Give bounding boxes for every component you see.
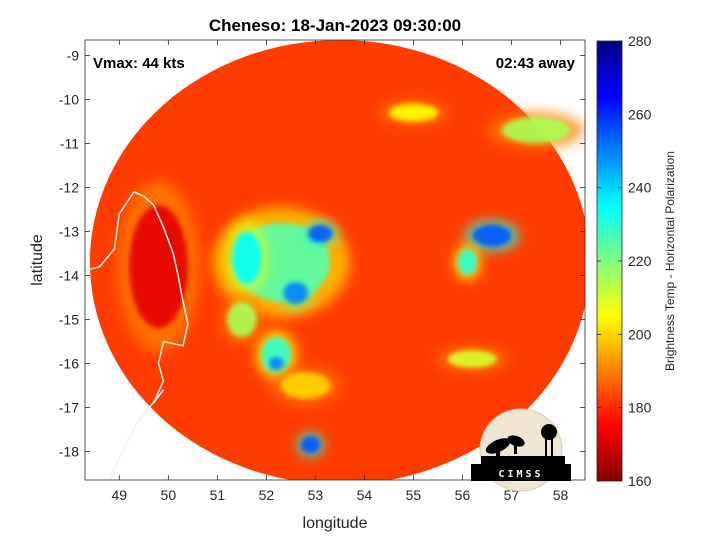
y-tick-label: -18	[59, 443, 79, 459]
time-offset-annotation: 02:43 away	[496, 55, 576, 72]
colorbar-tick-label: 280	[628, 33, 652, 49]
y-tick-label: -15	[59, 311, 79, 327]
colorbar-tick-label: 260	[628, 106, 652, 122]
vmax-annotation: Vmax: 44 kts	[93, 55, 185, 72]
x-tick-label: 49	[112, 487, 128, 503]
colorbar-label: Brightness Temp - Horizontal Polarizatio…	[663, 151, 677, 371]
colorbar	[596, 40, 623, 482]
y-axis-label: latitude	[29, 234, 46, 286]
colorbar-tick-label: 240	[628, 180, 652, 196]
feature-core-7	[472, 224, 512, 247]
feature-core-11	[388, 103, 438, 122]
x-tick-label: 52	[259, 487, 275, 503]
feature-core-3	[232, 231, 262, 285]
x-tick-label: 58	[553, 487, 569, 503]
plot-frame	[84, 39, 586, 481]
colorbar-ticks: 280 260 240 220 200 180 160	[597, 33, 652, 489]
y-tick-label: -17	[59, 399, 79, 415]
x-axis-ticks: 49 50 51 52 53 54 55 56 57 58	[112, 40, 569, 503]
y-tick-label: -14	[59, 267, 79, 283]
chart-title: Cheneso: 18-Jan-2023 09:30:00	[209, 16, 461, 35]
y-tick-label: -12	[59, 179, 79, 195]
feature-core-9	[501, 117, 571, 144]
feature-core-13	[227, 301, 257, 337]
colorbar-tick-label: 160	[628, 473, 652, 489]
feature-core-14	[129, 205, 188, 329]
x-tick-label: 54	[357, 487, 373, 503]
x-tick-label: 56	[455, 487, 471, 503]
feature-core-6	[300, 436, 321, 454]
plot-layer	[85, 40, 585, 480]
y-tick-label: -11	[60, 135, 79, 151]
x-tick-label: 53	[308, 487, 324, 503]
feature-core-12	[281, 372, 331, 399]
feature-core-10	[447, 350, 497, 368]
convection-features	[117, 100, 585, 458]
feature-core-1	[308, 224, 333, 243]
feature-core-2	[283, 282, 309, 304]
feature-core-8	[457, 249, 478, 276]
y-tick-label: -16	[59, 355, 79, 371]
svg-text:CIMSS: CIMSS	[498, 469, 543, 480]
feature-core-5	[268, 356, 284, 370]
colorbar-tick-label: 180	[628, 400, 652, 416]
x-tick-label: 55	[406, 487, 422, 503]
x-axis-label: longitude	[303, 515, 368, 532]
x-tick-label: 51	[210, 487, 226, 503]
y-axis-ticks: -9 -10 -11 -12 -13 -14 -15 -16 -17 -18	[59, 47, 585, 459]
y-tick-label: -13	[59, 223, 79, 239]
x-tick-label: 50	[161, 487, 177, 503]
y-tick-label: -10	[59, 91, 79, 107]
coastline-highlight	[85, 190, 189, 480]
colorbar-tick-label: 220	[628, 253, 652, 269]
colorbar-tick-label: 200	[628, 326, 652, 342]
cimss-logo: CIMSS	[471, 408, 571, 492]
y-tick-label: -9	[67, 47, 80, 63]
